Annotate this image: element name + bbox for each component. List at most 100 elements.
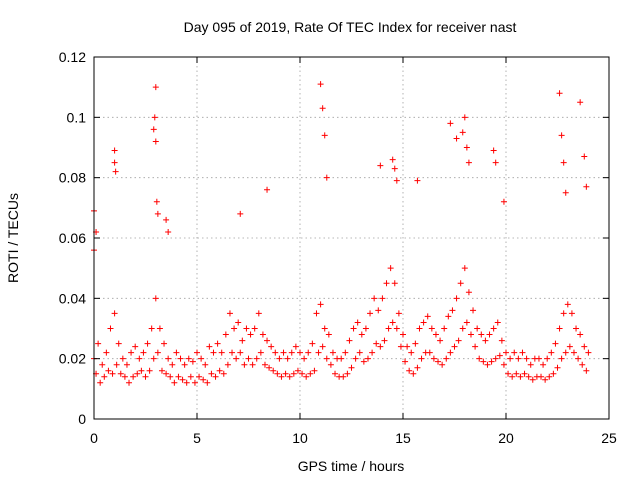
data-point	[317, 301, 324, 308]
data-point	[465, 289, 472, 296]
data-point	[105, 367, 112, 374]
data-point	[381, 337, 388, 344]
x-axis-label: GPS time / hours	[298, 458, 405, 474]
data-point	[416, 325, 423, 332]
axis-ticks	[93, 56, 610, 420]
data-point	[142, 373, 149, 380]
y-tick-label: 0	[78, 411, 86, 427]
data-point	[570, 349, 577, 356]
data-point	[371, 295, 378, 302]
data-point	[181, 361, 188, 368]
data-point	[264, 337, 271, 344]
data-point	[558, 132, 565, 139]
data-point	[517, 373, 524, 380]
data-point	[498, 337, 505, 344]
data-point	[397, 343, 404, 350]
data-point	[151, 114, 158, 121]
data-point	[344, 370, 351, 377]
data-point	[95, 340, 102, 347]
data-point	[284, 355, 291, 362]
data-point	[307, 370, 314, 377]
data-point	[305, 349, 312, 356]
data-point	[556, 325, 563, 332]
data-point	[150, 126, 157, 133]
data-point	[492, 355, 499, 362]
data-point	[288, 349, 295, 356]
data-point	[313, 310, 320, 317]
data-point	[171, 379, 178, 386]
data-point	[447, 349, 454, 356]
x-tick-label: 20	[498, 430, 514, 446]
data-point	[200, 376, 207, 383]
data-point	[208, 370, 215, 377]
data-point	[198, 355, 205, 362]
x-tick-labels: 0 5 10 15 20 25	[90, 430, 617, 446]
data-point	[99, 361, 106, 368]
data-point	[237, 349, 244, 356]
data-point	[299, 370, 306, 377]
data-point	[140, 349, 147, 356]
y-tick-label: 0.1	[67, 109, 87, 125]
data-point	[480, 358, 487, 365]
data-point	[282, 370, 289, 377]
data-point	[123, 361, 130, 368]
data-point	[575, 355, 582, 362]
data-point	[414, 177, 421, 184]
data-point	[538, 373, 545, 380]
data-point	[395, 310, 402, 317]
data-point	[461, 265, 468, 272]
data-point	[408, 349, 415, 356]
data-point	[214, 340, 221, 347]
data-point	[153, 198, 160, 205]
data-point	[377, 162, 384, 169]
data-point	[161, 340, 168, 347]
data-point	[463, 319, 470, 326]
data-point	[204, 379, 211, 386]
data-point	[229, 349, 236, 356]
data-point	[253, 355, 260, 362]
data-point	[577, 99, 584, 106]
data-point	[332, 370, 339, 377]
data-point	[175, 373, 182, 380]
data-point	[245, 355, 252, 362]
data-point	[383, 280, 390, 287]
data-point	[235, 319, 242, 326]
data-point	[490, 147, 497, 154]
data-point	[387, 265, 394, 272]
data-point	[540, 361, 547, 368]
data-point	[243, 325, 250, 332]
data-point	[163, 370, 170, 377]
data-point	[264, 186, 271, 193]
data-point	[165, 228, 172, 235]
data-point	[585, 349, 592, 356]
data-point	[130, 373, 137, 380]
data-point	[391, 165, 398, 172]
data-point	[437, 337, 444, 344]
data-point	[148, 325, 155, 332]
data-point	[500, 361, 507, 368]
data-points	[91, 81, 592, 386]
data-point	[556, 90, 563, 97]
y-tick-label: 0.12	[59, 49, 86, 65]
data-point	[459, 325, 466, 332]
data-point	[492, 159, 499, 166]
data-point	[581, 153, 588, 160]
data-point	[583, 183, 590, 190]
data-point	[476, 355, 483, 362]
data-point	[144, 340, 151, 347]
x-tick-label: 10	[292, 430, 308, 446]
data-point	[457, 280, 464, 287]
data-point	[389, 156, 396, 163]
data-point	[136, 355, 143, 362]
data-point	[350, 325, 357, 332]
data-point	[107, 325, 114, 332]
data-point	[579, 361, 586, 368]
grid-lines	[94, 57, 609, 419]
data-point	[410, 370, 417, 377]
data-point	[546, 373, 553, 380]
data-point	[212, 373, 219, 380]
data-point	[292, 343, 299, 350]
data-point	[496, 352, 503, 359]
x-tick-label: 0	[90, 430, 98, 446]
data-point	[562, 189, 569, 196]
